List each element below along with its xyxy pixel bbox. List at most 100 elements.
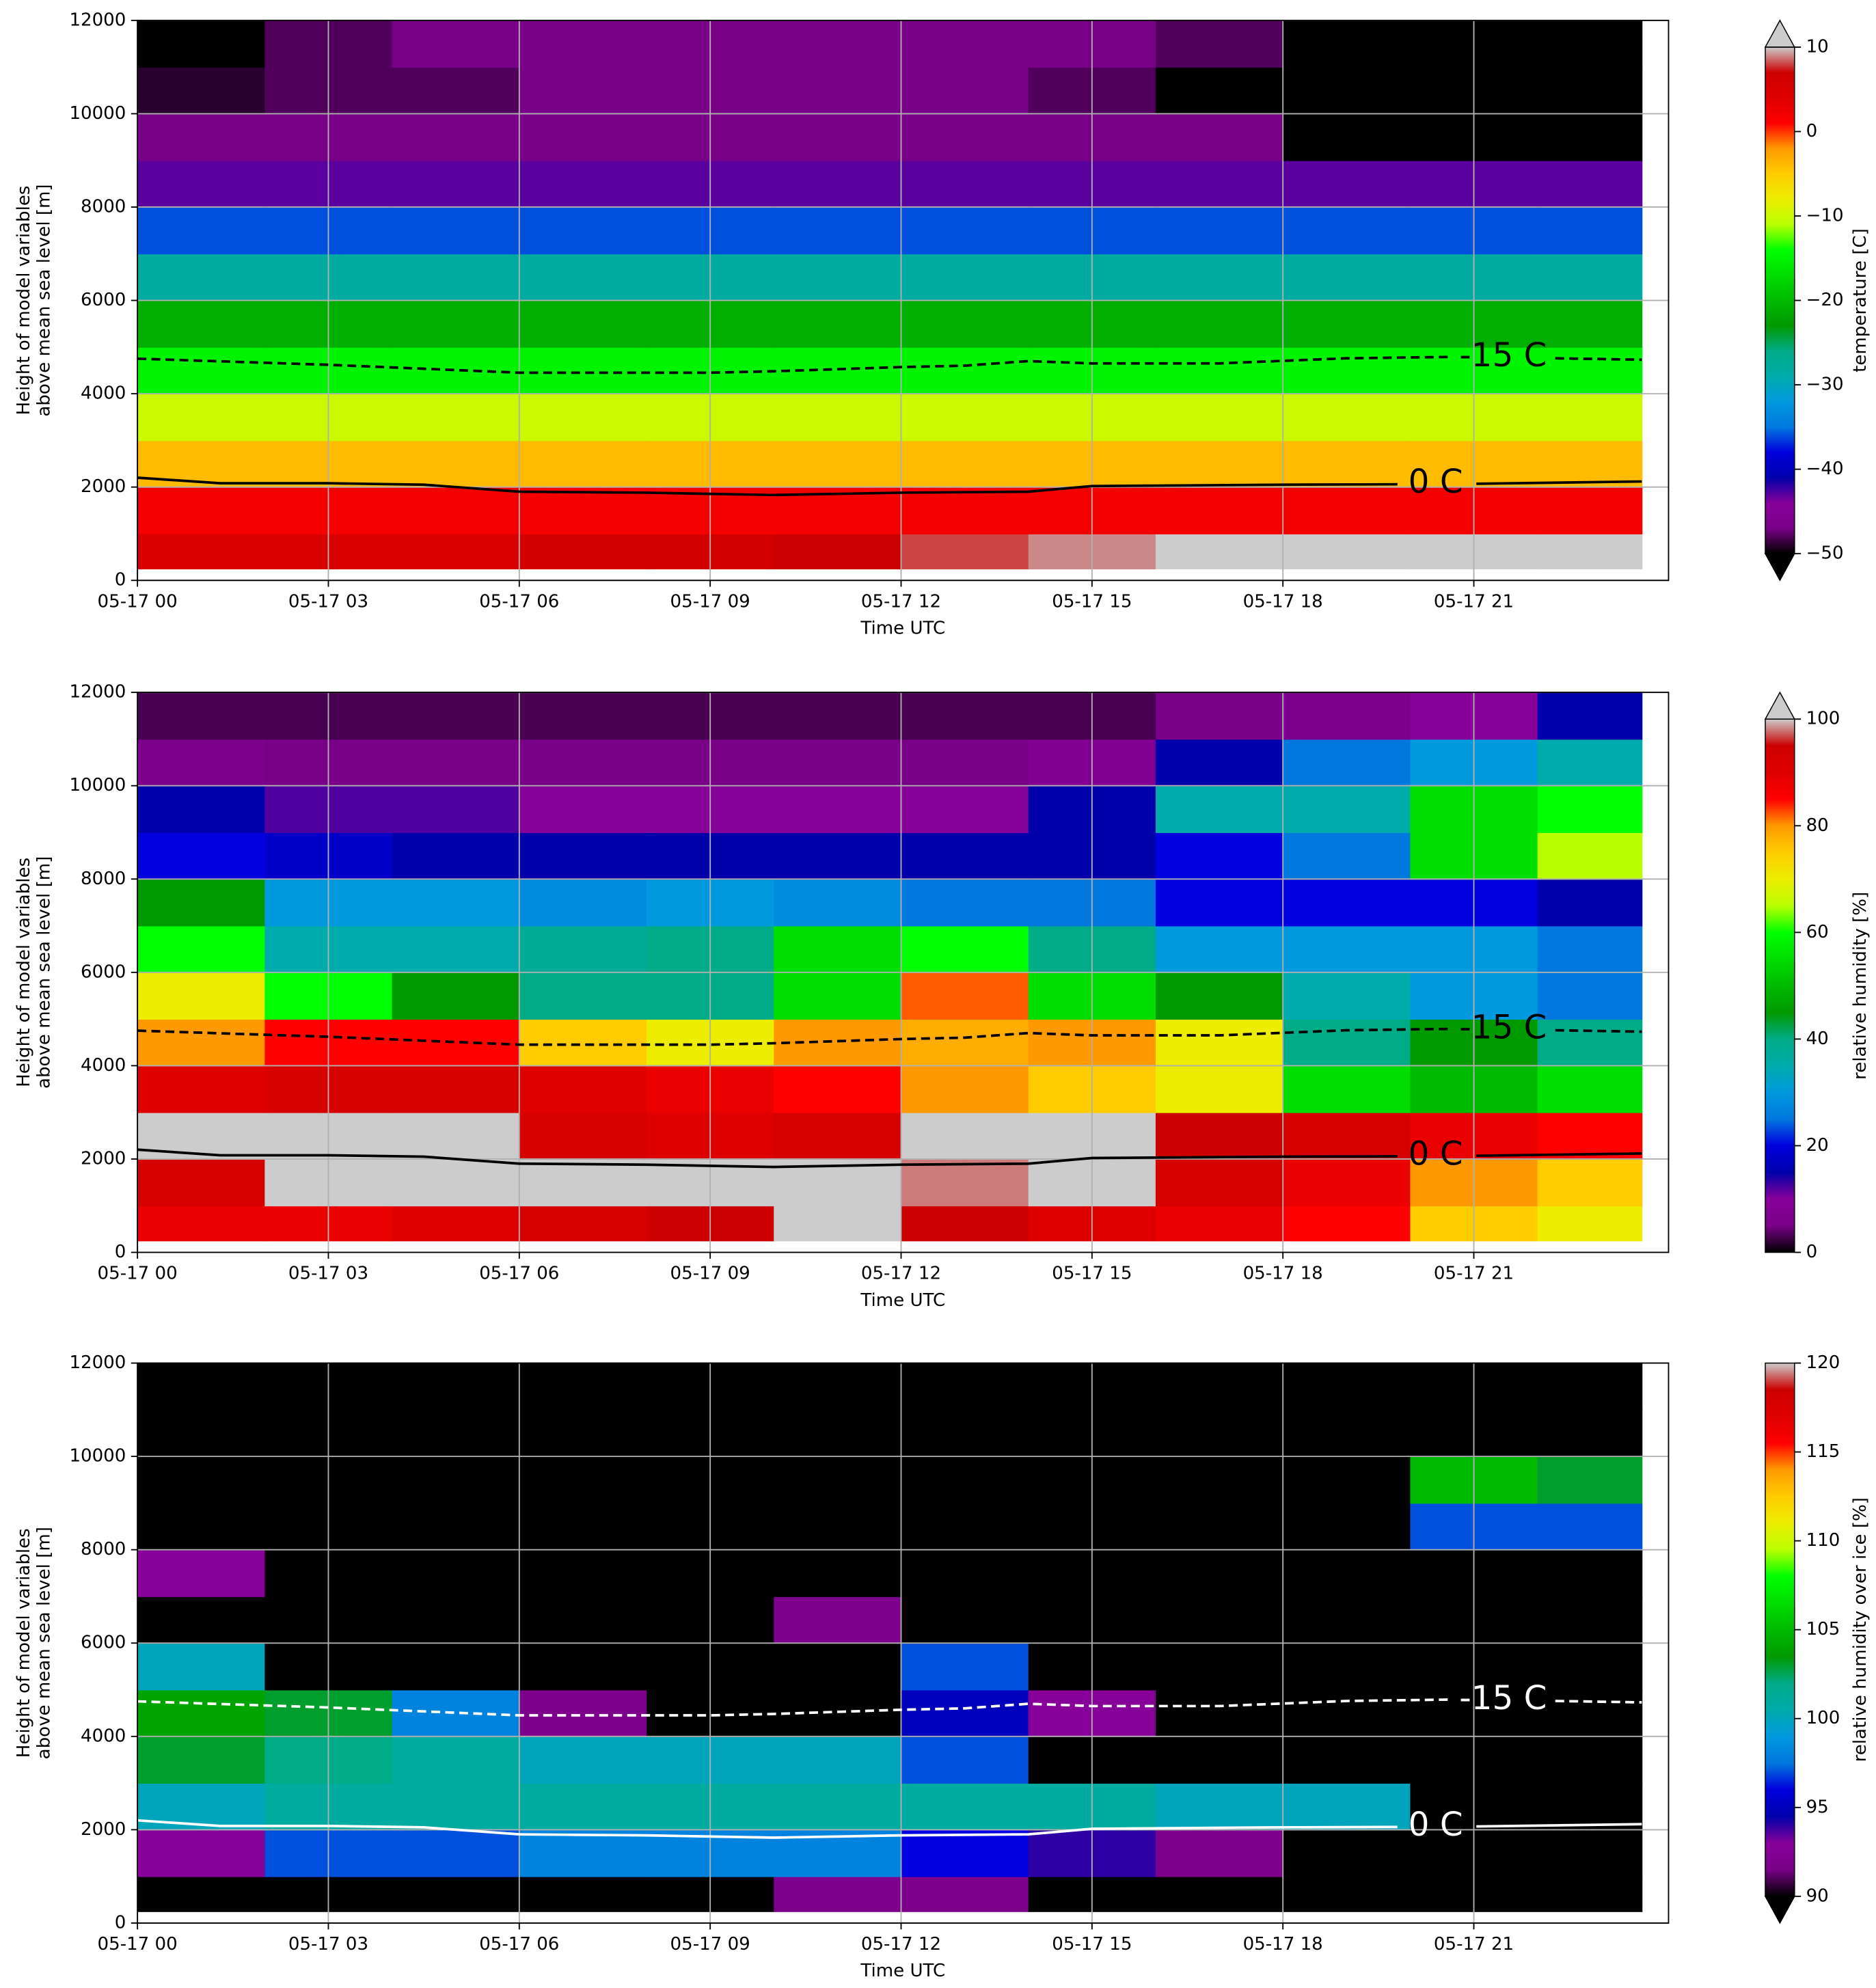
heatmap-cell [519, 1689, 647, 1737]
y-tick-label: 4000 [81, 1726, 126, 1746]
heatmap-cell [901, 925, 1029, 973]
heatmap-cell [137, 533, 266, 570]
heatmap-cell [1155, 1876, 1284, 1912]
heatmap-cell [1155, 925, 1284, 973]
y-tick-label: 6000 [81, 1633, 126, 1653]
y-axis-label: above mean sea level [m] [34, 856, 55, 1089]
colorbar-tick-label: 110 [1806, 1530, 1840, 1551]
heatmap-cell [519, 1783, 647, 1831]
contour-label: 0 C [1409, 1806, 1463, 1844]
y-tick-label: 10000 [69, 103, 126, 124]
heatmap-cell [137, 832, 266, 880]
y-axis-label: above mean sea level [m] [34, 184, 55, 416]
heatmap-cell [519, 1829, 647, 1877]
heatmap-cell [1155, 1206, 1284, 1242]
heatmap-cell [1537, 692, 1643, 740]
heatmap-cell [1283, 440, 1411, 488]
heatmap-cell [392, 1829, 520, 1877]
heatmap-cell [1283, 1019, 1411, 1067]
colorbar [1765, 46, 1795, 554]
heatmap-cell [519, 254, 647, 301]
y-tick-label: 2000 [81, 476, 126, 497]
heatmap-cell [519, 206, 647, 255]
heatmap-cell [774, 1206, 902, 1242]
heatmap-cell [1283, 1876, 1411, 1912]
heatmap-cell [901, 1112, 1029, 1160]
heatmap-cell [392, 739, 520, 787]
y-axis-label: Height of model variables [14, 1528, 34, 1758]
heatmap-cell [1155, 1456, 1284, 1504]
heatmap-cell [774, 1596, 902, 1644]
contour-label: 0 C [1409, 463, 1463, 501]
heatmap-cell [774, 67, 902, 115]
x-tick-label: 05-17 09 [670, 1934, 750, 1955]
heatmap-cell [392, 1643, 520, 1691]
heatmap-cell [1537, 1643, 1643, 1691]
heatmap-cell [774, 440, 902, 488]
heatmap-cell [392, 1065, 520, 1113]
x-axis-label: Time UTC [860, 1961, 945, 1981]
heatmap-cell [1283, 879, 1411, 927]
heatmap-cell [1537, 394, 1643, 441]
heatmap-cell [1155, 206, 1284, 255]
heatmap-cell [774, 1549, 902, 1597]
heatmap-cell [519, 1736, 647, 1784]
heatmap-cell [774, 300, 902, 348]
heatmap-cell [901, 206, 1029, 255]
x-tick-label: 05-17 21 [1434, 1934, 1514, 1955]
heatmap-cell [774, 113, 902, 161]
heatmap-cell [901, 1019, 1029, 1067]
y-tick-label: 0 [115, 570, 126, 590]
heatmap-cell [392, 1019, 520, 1067]
y-axis-label: Height of model variables [14, 186, 34, 416]
heatmap-cell [1283, 1736, 1411, 1784]
heatmap-cell [519, 1409, 647, 1458]
heatmap-cell [137, 20, 266, 68]
heatmap-cell [392, 832, 520, 880]
x-tick-label: 05-17 00 [98, 1934, 178, 1955]
y-tick-label: 2000 [81, 1148, 126, 1169]
colorbar-extend [1764, 553, 1796, 582]
heatmap-cell [519, 487, 647, 534]
heatmap-cell [774, 533, 902, 570]
colorbar-label: relative humidity over ice [%] [1850, 1497, 1871, 1762]
heatmap-cell [774, 1456, 902, 1504]
heatmap-cell [774, 394, 902, 441]
heatmap-cell [1155, 832, 1284, 880]
heatmap-cell [137, 1736, 266, 1784]
heatmap-cell [901, 1736, 1029, 1784]
colorbar-tick-label: 120 [1806, 1352, 1840, 1373]
heatmap-cell [774, 1019, 902, 1067]
contour-label: 0 C [1409, 1135, 1463, 1173]
heatmap-cell [1155, 113, 1284, 161]
heatmap-cell [1155, 533, 1284, 570]
colorbar-tick-label: 115 [1806, 1441, 1840, 1462]
heatmap-cell [1283, 1409, 1411, 1458]
heatmap-cell [1283, 20, 1411, 68]
colorbar-tick-label: 95 [1806, 1797, 1829, 1817]
heatmap-cell [519, 925, 647, 973]
heatmap-cell [519, 1503, 647, 1551]
heatmap-cell [901, 300, 1029, 348]
y-tick-label: 6000 [81, 962, 126, 982]
heatmap-cell [392, 1596, 520, 1644]
heatmap-cell [1283, 300, 1411, 348]
heatmap-cell [137, 254, 266, 301]
heatmap-cell [1283, 1503, 1411, 1551]
heatmap-cell [1283, 1158, 1411, 1207]
heatmap-cell [392, 206, 520, 255]
heatmap-cell [519, 394, 647, 441]
x-axis-label: Time UTC [860, 618, 945, 639]
heatmap-cell [137, 1409, 266, 1458]
heatmap-cell [1537, 20, 1643, 68]
x-tick-label: 05-17 18 [1243, 1934, 1323, 1955]
heatmap-cell [519, 300, 647, 348]
colorbar-tick-label: 10 [1806, 36, 1829, 57]
x-tick-label: 05-17 18 [1243, 591, 1323, 612]
heatmap-cell [901, 1363, 1029, 1411]
heatmap-cell [901, 1206, 1029, 1242]
heatmap-cell [1537, 832, 1643, 880]
heatmap-cell [137, 1829, 266, 1877]
heatmap-cell [774, 20, 902, 68]
